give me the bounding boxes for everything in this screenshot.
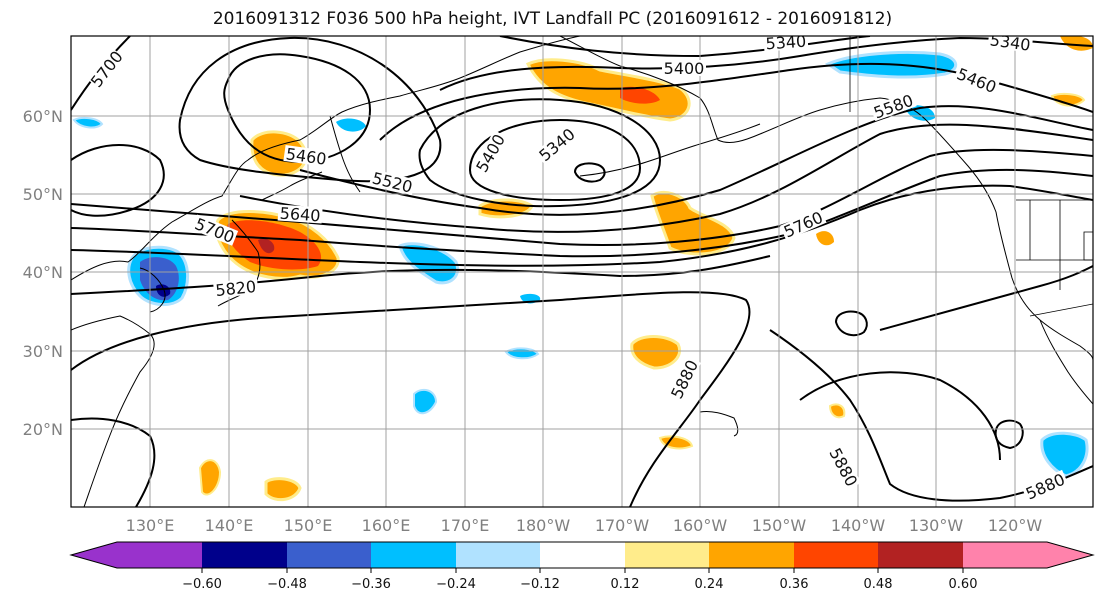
- shade-se-negative: [1040, 431, 1089, 478]
- lon-label-170E: 170°E: [441, 516, 490, 535]
- shade-west-negative: [72, 116, 104, 129]
- lon-label-170W: 170°W: [595, 516, 650, 535]
- contour-5520: [299, 105, 1093, 216]
- colorbar-seg-3: [287, 542, 371, 568]
- lon-label-130E: 130°E: [126, 516, 175, 535]
- colorbar-seg-7: [625, 542, 709, 568]
- colorbar-label-9: 0.48: [864, 577, 893, 592]
- shade-east-pos-1: [816, 231, 834, 246]
- plot-title: 2016091312 F036 500 hPa height, IVT Land…: [212, 9, 893, 29]
- border-state-4: [1083, 231, 1093, 261]
- lat-label-50: 50°N: [23, 185, 63, 204]
- shade-sw-pos-1: [198, 459, 222, 496]
- coast-asia: [71, 36, 581, 281]
- shade-korea-dark: [156, 284, 171, 297]
- contour-low-center: [573, 162, 606, 183]
- contour-5760: [71, 184, 1093, 267]
- shade-siberia-negative: [336, 118, 366, 132]
- colorbar-label-7: 0.24: [695, 577, 724, 592]
- colorbar-label-2: −0.48: [267, 577, 307, 592]
- coast-aleutians: [579, 123, 761, 177]
- border-mexico: [1029, 303, 1093, 317]
- colorbar-extend-low: [71, 542, 117, 568]
- contour-ring-2: [994, 419, 1024, 450]
- shade-mid-negative-3: [504, 347, 540, 360]
- colorbar-ticks: [201, 568, 964, 573]
- lon-label-150E: 150°E: [284, 516, 333, 535]
- coast-baja: [1039, 319, 1093, 405]
- contour-5520-ring: [178, 36, 442, 183]
- shade-japan-darkred: [258, 238, 275, 254]
- colorbar-seg-8: [709, 542, 794, 568]
- contour-se-loop: [799, 371, 1001, 461]
- contour-west-loop: [71, 144, 165, 217]
- lon-label-180W: 180°W: [516, 516, 571, 535]
- island-hawaii: [699, 411, 739, 437]
- colorbar-seg-11: [963, 542, 1047, 568]
- lon-label-120W: 120°W: [988, 516, 1043, 535]
- colorbar-label-6: 0.12: [611, 577, 640, 592]
- coast-china: [71, 315, 155, 507]
- lon-label-160W: 160°W: [673, 516, 728, 535]
- coast-kamchatka: [329, 115, 361, 193]
- shade-mid-negative-4: [413, 388, 438, 415]
- colorbar-label-5: −0.12: [520, 577, 560, 592]
- shade-canada-pos: [1050, 92, 1086, 107]
- contour-label-5: 5340: [765, 32, 807, 54]
- contour-5700: [71, 168, 1093, 258]
- lon-label-150W: 150°W: [752, 516, 807, 535]
- colorbar-seg-6: [540, 542, 625, 568]
- colorbar-seg-9: [794, 542, 878, 568]
- colorbar-outline: [69, 541, 1095, 569]
- contour-ring-1: [834, 310, 868, 337]
- colorbar-label-3: −0.36: [351, 577, 391, 592]
- contour-5580: [239, 123, 1093, 233]
- colorbar: −0.60 −0.48 −0.36 −0.24 −0.12 0.12 0.24 …: [69, 541, 1095, 592]
- island-kuril: [261, 171, 323, 201]
- colorbar-extend-high: [1047, 542, 1093, 568]
- contour-label-17: 5340: [989, 30, 1032, 54]
- colorbar-seg-4: [371, 542, 456, 568]
- contour-5460-ring: [223, 53, 372, 164]
- contour-5460-mid: [379, 62, 1093, 141]
- coast-nw-america: [925, 119, 1093, 361]
- contour-label-6: 5400: [664, 59, 705, 78]
- map-frame: [70, 35, 1094, 508]
- coastlines: [71, 36, 1093, 507]
- shade-bering-red: [620, 86, 660, 104]
- contour-5400-low: [418, 98, 662, 208]
- coast-alaska: [559, 36, 927, 143]
- colorbar-label-10: 0.60: [949, 577, 978, 592]
- lon-label-140E: 140°E: [205, 516, 254, 535]
- shade-okhotsk: [250, 130, 308, 177]
- colorbar-seg-10: [878, 542, 963, 568]
- lat-label-40: 40°N: [23, 263, 63, 282]
- contour-5340-low: [468, 118, 642, 202]
- lat-label-20: 20°N: [23, 420, 63, 439]
- shade-sw-pos-2: [264, 477, 302, 502]
- shade-east-pos-2: [828, 403, 846, 419]
- shade-topright-pos: [1060, 36, 1093, 51]
- colorbar-seg-1: [117, 542, 202, 568]
- contour-label-10: 5640: [279, 204, 321, 226]
- colorbar-seg-2: [202, 542, 287, 568]
- lon-label-140W: 140°W: [831, 516, 886, 535]
- lat-labels: 60°N 50°N 40°N 30°N 20°N: [23, 107, 63, 439]
- lat-label-30: 30°N: [23, 342, 63, 361]
- lon-label-160E: 160°E: [362, 516, 411, 535]
- shade-hawaii-north: [630, 335, 681, 370]
- contour-label-13: 5820: [215, 277, 257, 300]
- lon-label-130W: 130°W: [909, 516, 964, 535]
- lat-label-60: 60°N: [23, 107, 63, 126]
- colorbar-label-1: −0.60: [182, 577, 222, 592]
- contour-5640: [71, 148, 1093, 247]
- colorbar-label-8: 0.36: [780, 577, 809, 592]
- lon-labels: 130°E 140°E 150°E 160°E 170°E 180°W 170°…: [126, 516, 1043, 535]
- colorbar-seg-5: [456, 542, 540, 568]
- colorbar-label-4: −0.24: [436, 577, 476, 592]
- gridlines: [71, 36, 1093, 507]
